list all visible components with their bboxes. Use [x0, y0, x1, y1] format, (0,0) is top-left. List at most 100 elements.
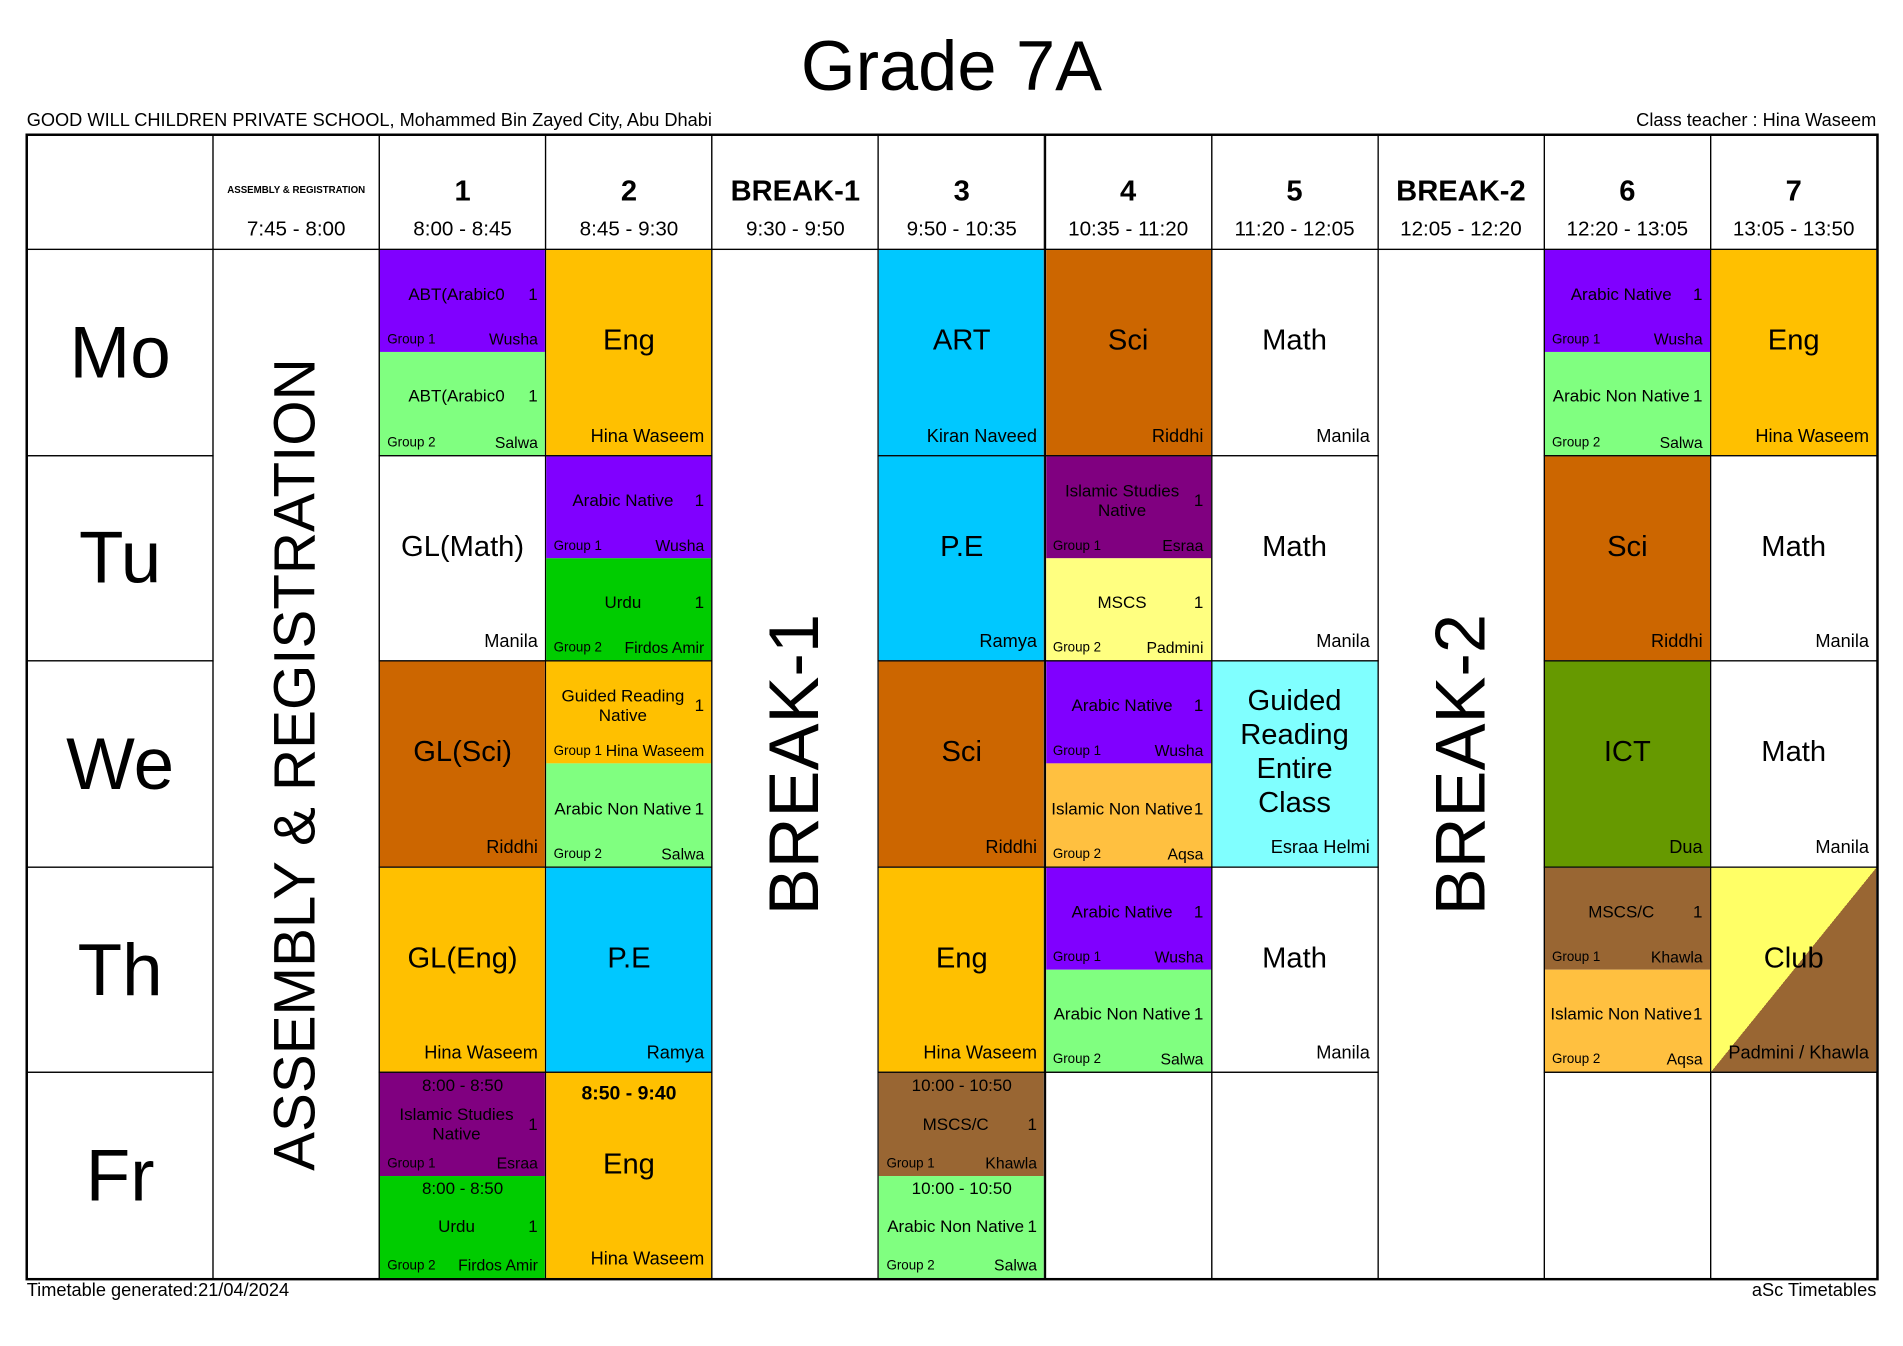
lesson-teacher: Hina Waseem	[590, 1248, 705, 1270]
lesson: Guided Reading Native 1 Group 1 Hina Waseem	[546, 661, 712, 764]
lesson: Arabic Native 1 Group 1 Wusha	[546, 455, 712, 559]
lesson-subject: Islamic Studies Native	[1064, 480, 1180, 520]
lesson-subject-box: P.E	[884, 483, 1039, 612]
lesson: Guided Reading Entire Class Esraa Helmi	[1211, 661, 1378, 867]
lesson-group: Group 2	[387, 435, 436, 450]
lesson-count: 1	[528, 386, 538, 406]
lesson-teacher: Firdos Amir	[458, 1256, 538, 1275]
lesson-subject-box: Math	[1716, 483, 1871, 612]
lesson-group: Group 2	[553, 641, 602, 656]
lesson-subject-box: Arabic Non Native	[1050, 980, 1193, 1048]
lesson-subject-box: Islamic Studies Native	[1050, 466, 1193, 534]
lesson-subject-box: Islamic Non Native	[1550, 980, 1693, 1048]
lesson-subject: Arabic Native	[572, 489, 674, 510]
lesson-count: 1	[1693, 284, 1703, 304]
lesson-subject: Math	[1262, 530, 1327, 564]
period-name: 3	[953, 174, 970, 208]
timetable-cell: Sci Riddhi	[1543, 454, 1712, 662]
lesson-teacher: Salwa	[494, 432, 538, 451]
day-cell: Fr	[26, 1072, 214, 1280]
lesson-count: 1	[1193, 489, 1204, 510]
timetable-cell: Math Manila	[1210, 866, 1379, 1074]
lesson-teacher: Hina Waseem	[923, 1042, 1038, 1064]
lesson-subject-box: Islamic Non Native	[1050, 774, 1193, 842]
lesson-subject: Arabic Non Native	[887, 1215, 1025, 1236]
lesson-subject: Arabic Native	[1071, 901, 1173, 922]
school-name: GOOD WILL CHILDREN PRIVATE SCHOOL, Moham…	[26, 110, 712, 132]
lesson-group: Group 1	[1052, 950, 1102, 965]
day-name: Tu	[79, 517, 162, 599]
period-time: 11:20 - 12:05	[1234, 217, 1355, 241]
timetable-cell: P.E Ramya	[545, 866, 713, 1074]
period-time: 8:45 - 9:30	[579, 217, 679, 241]
lesson-subject: Math	[1761, 736, 1827, 769]
period-name: 1	[454, 174, 471, 208]
period-time: 8:00 - 8:45	[413, 217, 512, 241]
lesson-subject-box: ABT(Arabic0	[385, 260, 528, 328]
lesson-teacher: Riddhi	[486, 837, 538, 858]
lesson-group: Group 2	[1052, 641, 1102, 656]
lesson: GL(Math) Manila	[379, 455, 546, 661]
period-time: 13:05 - 13:50	[1732, 217, 1855, 241]
timetable-cell: Sci Riddhi	[1044, 248, 1212, 456]
lesson-time: 8:00 - 8:50	[421, 1178, 504, 1198]
lesson: Arabic Native 1 Group 1 Wusha	[1045, 867, 1211, 970]
lesson-teacher: Salwa	[661, 844, 705, 863]
lesson-subject-box: Math	[1217, 483, 1372, 612]
lesson: P.E Ramya	[879, 455, 1045, 661]
lesson-count-box: 1	[1191, 568, 1206, 636]
lesson-group: Group 1	[1052, 744, 1102, 760]
lesson-count-box: 1	[1191, 671, 1206, 739]
lesson-teacher: Esraa	[1162, 536, 1204, 555]
period-header: BREAK-2 12:05 - 12:20	[1377, 134, 1545, 251]
timetable-cell: GL(Sci) Riddhi	[378, 660, 547, 868]
lesson-group: Group 1	[1552, 332, 1601, 348]
lesson: 10:00 - 10:50 Arabic Non Native 1 Group 2 Sa…	[879, 1175, 1045, 1278]
lesson-subject: Sci	[1607, 530, 1648, 564]
lesson-count-box: 1	[692, 568, 707, 636]
lesson: Math Manila	[1211, 250, 1378, 455]
lesson-teacher: Hina Waseem	[605, 742, 705, 761]
lesson-count-box: 1	[1025, 1197, 1040, 1253]
lesson-subject: Eng	[603, 324, 655, 358]
day-cell: Mo	[26, 248, 214, 456]
period-header: BREAK-1 9:30 - 9:50	[711, 134, 880, 251]
lesson-count-box: 1	[1191, 466, 1206, 534]
lesson-subject: ABT(Arabic0	[408, 386, 505, 406]
lesson: Islamic Non Native 1 Group 2 Aqsa	[1045, 763, 1211, 867]
lesson-count-box: 1	[1191, 774, 1206, 842]
lesson-group: Group 1	[1052, 538, 1102, 554]
lesson-group: Group 1	[553, 538, 602, 554]
period-time: 12:20 - 13:05	[1566, 217, 1689, 241]
lesson-subject-box: GL(Math)	[385, 483, 540, 612]
timetable-cell: Arabic Native 1 Group 1 Wusha Islamic Non Na…	[1044, 660, 1212, 868]
timetable-cell: ART Kiran Naveed	[877, 248, 1046, 456]
class-teacher: Class teacher : Hina Waseem	[1636, 110, 1877, 132]
lesson: Urdu 1 Group 2 Firdos Amir	[546, 558, 712, 661]
lesson: Club Padmini / Khawla	[1711, 867, 1877, 1073]
day-cell: Tu	[26, 454, 214, 662]
lesson-teacher: Esraa Helmi	[1270, 837, 1370, 858]
lesson: GL(Eng) Hina Waseem	[379, 867, 546, 1073]
lesson-teacher: Salwa	[1659, 432, 1703, 451]
period-name: 4	[1120, 174, 1137, 208]
lesson: ABT(Arabic0 1 Group 1 Wusha	[379, 250, 546, 353]
day-cell: We	[26, 660, 214, 868]
lesson-teacher: Esraa	[496, 1153, 538, 1173]
timetable-cell: Eng Hina Waseem	[1709, 248, 1878, 456]
lesson: Arabic Non Native 1 Group 2 Salwa	[1045, 969, 1211, 1073]
lesson-count: 1	[694, 592, 705, 612]
lesson-subject: Islamic Non Native	[1051, 798, 1193, 818]
lesson-subject: Club	[1763, 941, 1824, 975]
lesson-subject-box: Math	[1217, 894, 1372, 1023]
lesson-count-box: 1	[526, 1197, 541, 1253]
lesson-count-box: 1	[526, 260, 541, 328]
lesson-group: Group 2	[1552, 1052, 1601, 1068]
lesson-count: 1	[528, 1215, 538, 1236]
lesson-count: 1	[528, 284, 538, 304]
lesson-teacher: Wusha	[489, 330, 538, 349]
lesson: Eng Hina Waseem	[879, 867, 1045, 1073]
lesson-subject: Arabic Native	[1570, 284, 1672, 304]
lesson-count-box: 1	[526, 362, 541, 430]
timetable-cell: Arabic Native 1 Group 1 Wusha Arabic Non Nat…	[1044, 866, 1212, 1074]
